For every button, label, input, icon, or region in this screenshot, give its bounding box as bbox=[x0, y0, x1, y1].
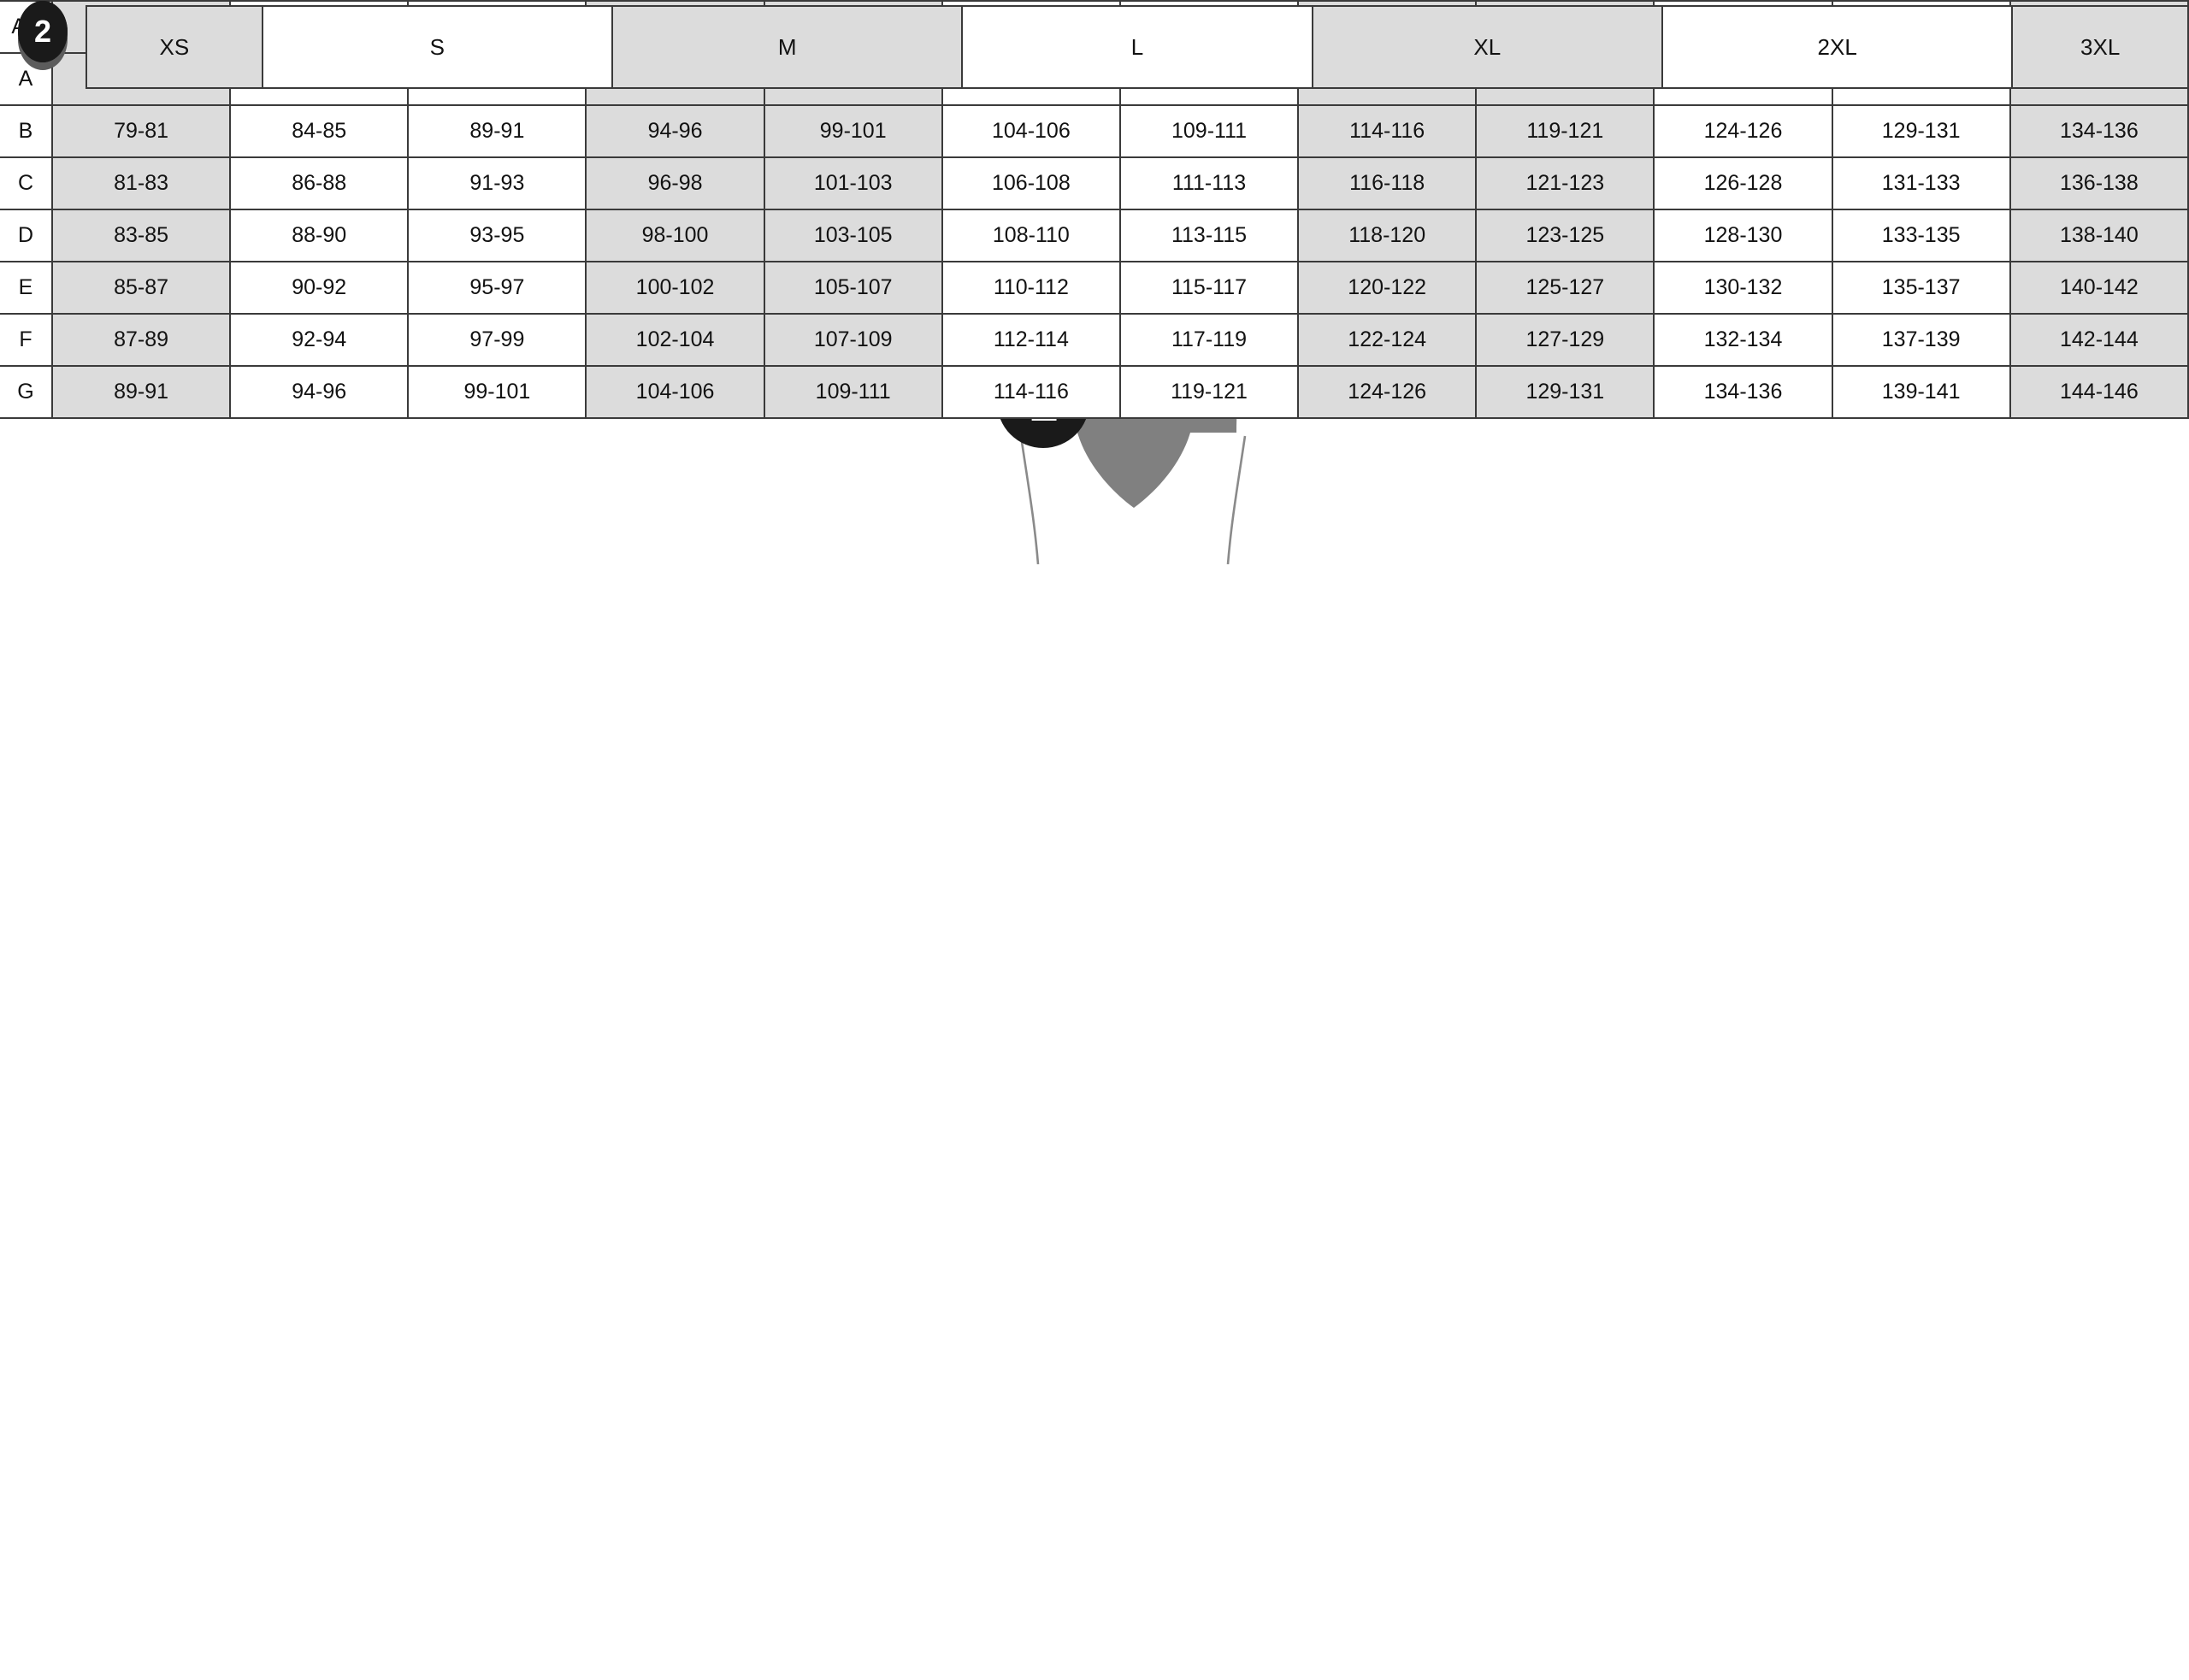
bust-value-cell: 136-138 bbox=[2009, 156, 2189, 210]
bust-value-cell: 106-108 bbox=[941, 156, 1121, 210]
bust-value-cell: 133-135 bbox=[1831, 209, 2011, 262]
row-size-cell: XL bbox=[1313, 7, 1663, 87]
bust-value-cell: 109-111 bbox=[763, 365, 943, 419]
bust-value-cell: 137-139 bbox=[1831, 313, 2011, 367]
bust-value-cell: 95-97 bbox=[407, 261, 587, 315]
badge-2-row: 2 bbox=[18, 1, 68, 62]
bust-value-cell: 109-111 bbox=[1118, 104, 1300, 158]
bust-value-cell: 129-131 bbox=[1475, 365, 1655, 419]
bust-value-cell: 81-83 bbox=[50, 156, 232, 210]
bust-value-cell: 84-85 bbox=[229, 104, 410, 158]
bust-value-cell: 119-121 bbox=[1118, 365, 1300, 419]
bust-value-cell: 85-87 bbox=[50, 261, 232, 315]
bust-value-cell: 104-106 bbox=[941, 104, 1121, 158]
cup-label: F bbox=[0, 313, 53, 367]
bust-value-cell: 118-120 bbox=[1297, 209, 1478, 262]
bust-value-cell: 128-130 bbox=[1653, 209, 1833, 262]
bust-value-cell: 134-136 bbox=[2009, 104, 2189, 158]
bust-value-cell: 122-124 bbox=[1297, 313, 1478, 367]
bust-value-cell: 125-127 bbox=[1475, 261, 1655, 315]
bust-value-cell: 91-93 bbox=[407, 156, 587, 210]
bust-value-cell: 108-110 bbox=[941, 209, 1121, 262]
bust-value-cell: 120-122 bbox=[1297, 261, 1478, 315]
row-size-cell: S bbox=[263, 7, 613, 87]
row-letter-sizes: XS S M L XL 2XL 3XL bbox=[0, 0, 2189, 94]
bust-table-row: G 89-91 94-96 99-101 104-106 109-111 114-116 11… bbox=[0, 365, 2189, 419]
bust-value-cell: 104-106 bbox=[585, 365, 765, 419]
bust-value-cell: 140-142 bbox=[2009, 261, 2189, 315]
bust-value-cell: 113-115 bbox=[1118, 209, 1300, 262]
bust-value-cell: 93-95 bbox=[407, 209, 587, 262]
bust-value-cell: 131-133 bbox=[1831, 156, 2011, 210]
bust-value-cell: 139-141 bbox=[1831, 365, 2011, 419]
bust-value-cell: 86-88 bbox=[229, 156, 410, 210]
bust-value-cell: 99-101 bbox=[763, 104, 943, 158]
bust-value-cell: 92-94 bbox=[229, 313, 410, 367]
row-size-cell: M bbox=[613, 7, 964, 87]
cup-label: E bbox=[0, 261, 53, 315]
bust-table-row: E 85-87 90-92 95-97 100-102 105-107 110-112 115… bbox=[0, 261, 2189, 315]
bust-value-cell: 107-109 bbox=[763, 313, 943, 367]
bust-value-cell: 83-85 bbox=[50, 209, 232, 262]
bust-value-cell: 126-128 bbox=[1653, 156, 1833, 210]
bust-table-row: B 79-81 84-85 89-91 94-96 99-101 104-106 109-11… bbox=[0, 104, 2189, 158]
bust-value-cell: 114-116 bbox=[1297, 104, 1478, 158]
row-2-badge-col: 2 bbox=[0, 1, 86, 62]
row-size-cell: L bbox=[963, 7, 1313, 87]
bust-value-cell: 110-112 bbox=[941, 261, 1121, 315]
row-size-grid: XS S M L XL 2XL 3XL bbox=[86, 5, 2189, 89]
bust-value-cell: 124-126 bbox=[1297, 365, 1478, 419]
bust-value-cell: 129-131 bbox=[1831, 104, 2011, 158]
bust-value-cell: 103-105 bbox=[763, 209, 943, 262]
bust-value-cell: 98-100 bbox=[585, 209, 765, 262]
bust-value-cell: 134-136 bbox=[1653, 365, 1833, 419]
bust-value-cell: 142-144 bbox=[2009, 313, 2189, 367]
bust-value-cell: 123-125 bbox=[1475, 209, 1655, 262]
bust-table-row: C 81-83 86-88 91-93 96-98 101-103 106-108 111-1… bbox=[0, 156, 2189, 210]
bust-value-cell: 79-81 bbox=[50, 104, 232, 158]
bust-value-cell: 90-92 bbox=[229, 261, 410, 315]
bust-value-cell: 88-90 bbox=[229, 209, 410, 262]
bust-value-cell: 99-101 bbox=[407, 365, 587, 419]
bust-value-cell: 121-123 bbox=[1475, 156, 1655, 210]
bust-value-cell: 89-91 bbox=[50, 365, 232, 419]
bust-value-cell: 101-103 bbox=[763, 156, 943, 210]
bust-value-cell: 97-99 bbox=[407, 313, 587, 367]
cup-label: B bbox=[0, 104, 53, 158]
bust-value-cell: 100-102 bbox=[585, 261, 765, 315]
bust-value-cell: 114-116 bbox=[941, 365, 1121, 419]
bust-value-cell: 119-121 bbox=[1475, 104, 1655, 158]
bust-value-cell: 115-117 bbox=[1118, 261, 1300, 315]
bust-value-cell: 127-129 bbox=[1475, 313, 1655, 367]
bust-value-cell: 138-140 bbox=[2009, 209, 2189, 262]
bust-table-row: F 87-89 92-94 97-99 102-104 107-109 112-114 117… bbox=[0, 313, 2189, 367]
bust-value-cell: 111-113 bbox=[1118, 156, 1300, 210]
bust-value-cell: 132-134 bbox=[1653, 313, 1833, 367]
bust-value-cell: 89-91 bbox=[407, 104, 587, 158]
row-size-cell: 3XL bbox=[2013, 7, 2187, 87]
bust-value-cell: 94-96 bbox=[229, 365, 410, 419]
cup-label: C bbox=[0, 156, 53, 210]
bust-value-cell: 135-137 bbox=[1831, 261, 2011, 315]
bust-value-cell: 130-132 bbox=[1653, 261, 1833, 315]
bust-value-cell: 117-119 bbox=[1118, 313, 1300, 367]
cup-label: D bbox=[0, 209, 53, 262]
cup-label: G bbox=[0, 365, 53, 419]
bust-value-cell: 124-126 bbox=[1653, 104, 1833, 158]
bust-value-cell: 94-96 bbox=[585, 104, 765, 158]
bust-table-row: D 83-85 88-90 93-95 98-100 103-105 108-110 113-… bbox=[0, 209, 2189, 262]
bust-value-cell: 112-114 bbox=[941, 313, 1121, 367]
bust-value-cell: 144-146 bbox=[2009, 365, 2189, 419]
bust-value-cell: 96-98 bbox=[585, 156, 765, 210]
bust-value-cell: 102-104 bbox=[585, 313, 765, 367]
bust-value-cell: 116-118 bbox=[1297, 156, 1478, 210]
bust-value-cell: 105-107 bbox=[763, 261, 943, 315]
badge-2-row-label: 2 bbox=[33, 14, 52, 49]
row-size-cell: 2XL bbox=[1662, 7, 2014, 87]
bust-value-cell: 87-89 bbox=[50, 313, 232, 367]
row-size-cell: XS bbox=[87, 7, 263, 87]
